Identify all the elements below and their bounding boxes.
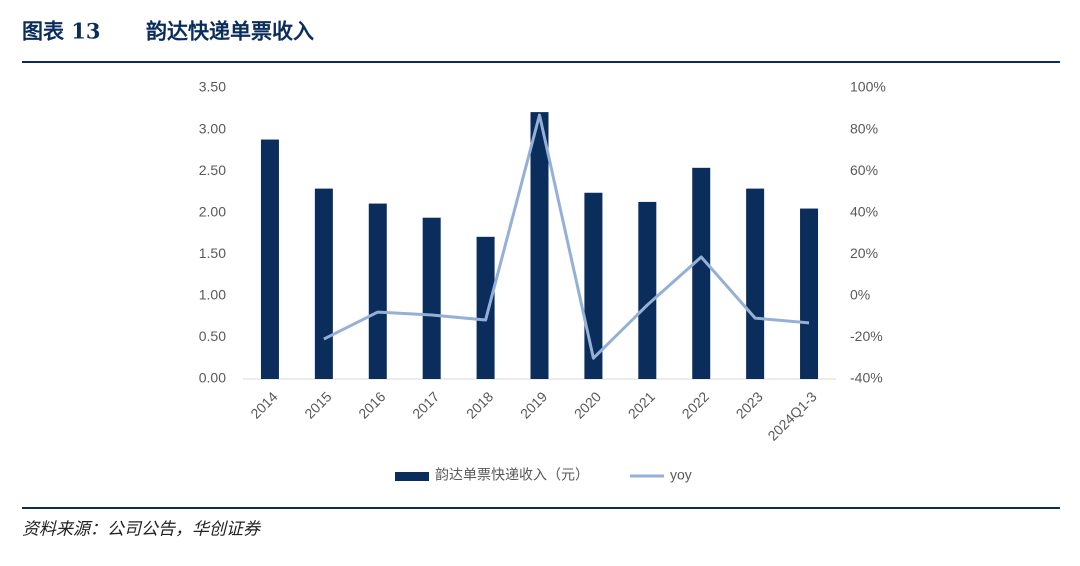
bar [530, 112, 549, 380]
chart-title: 韵达快递单票收入 [146, 19, 314, 44]
x-tick-label: 2019 [517, 388, 550, 421]
y2-tick-label: 60% [850, 162, 878, 178]
bar [368, 203, 387, 379]
bar [314, 188, 333, 379]
y2-tick-label: 80% [850, 120, 878, 136]
y2-tick-label: 100% [850, 79, 886, 95]
legend-label: yoy [670, 467, 692, 483]
y2-tick-label: 40% [850, 203, 878, 219]
bar [422, 217, 441, 379]
y-tick-label: 1.00 [199, 287, 226, 303]
bar [638, 201, 657, 379]
y2-tick-label: 20% [850, 245, 878, 261]
x-tick-label: 2022 [679, 388, 712, 421]
legend-swatch [395, 472, 429, 481]
y-tick-label: 1.50 [199, 245, 226, 261]
x-tick-label: 2014 [247, 388, 280, 421]
figure-label: 图表 13 [22, 19, 101, 44]
source-note: 资料来源：公司公告，华创证券 [22, 520, 262, 540]
y2-tick-label: -20% [850, 328, 883, 344]
x-tick-label: 2015 [301, 388, 334, 421]
y-tick-label: 3.00 [199, 120, 226, 136]
y-tick-label: 3.50 [199, 79, 226, 95]
bar [476, 236, 495, 379]
x-tick-label: 2023 [733, 388, 766, 421]
bar [746, 188, 765, 379]
x-tick-label: 2018 [463, 388, 496, 421]
x-tick-label: 2017 [409, 388, 442, 421]
y2-tick-label: -40% [850, 370, 883, 386]
x-tick-label: 2020 [571, 388, 604, 421]
x-tick-label: 2024Q1-3 [764, 388, 819, 443]
bar [692, 167, 711, 379]
legend-label: 韵达单票快递收入（元） [435, 467, 589, 483]
bar [800, 208, 819, 379]
x-tick-label: 2016 [355, 388, 388, 421]
x-tick-label: 2021 [625, 388, 658, 421]
y-tick-label: 0.00 [199, 370, 226, 386]
y-tick-label: 2.50 [199, 162, 226, 178]
bar [260, 139, 279, 379]
y-tick-label: 0.50 [199, 328, 226, 344]
line [323, 113, 810, 360]
y-tick-label: 2.00 [199, 203, 226, 219]
y2-tick-label: 0% [850, 287, 870, 303]
